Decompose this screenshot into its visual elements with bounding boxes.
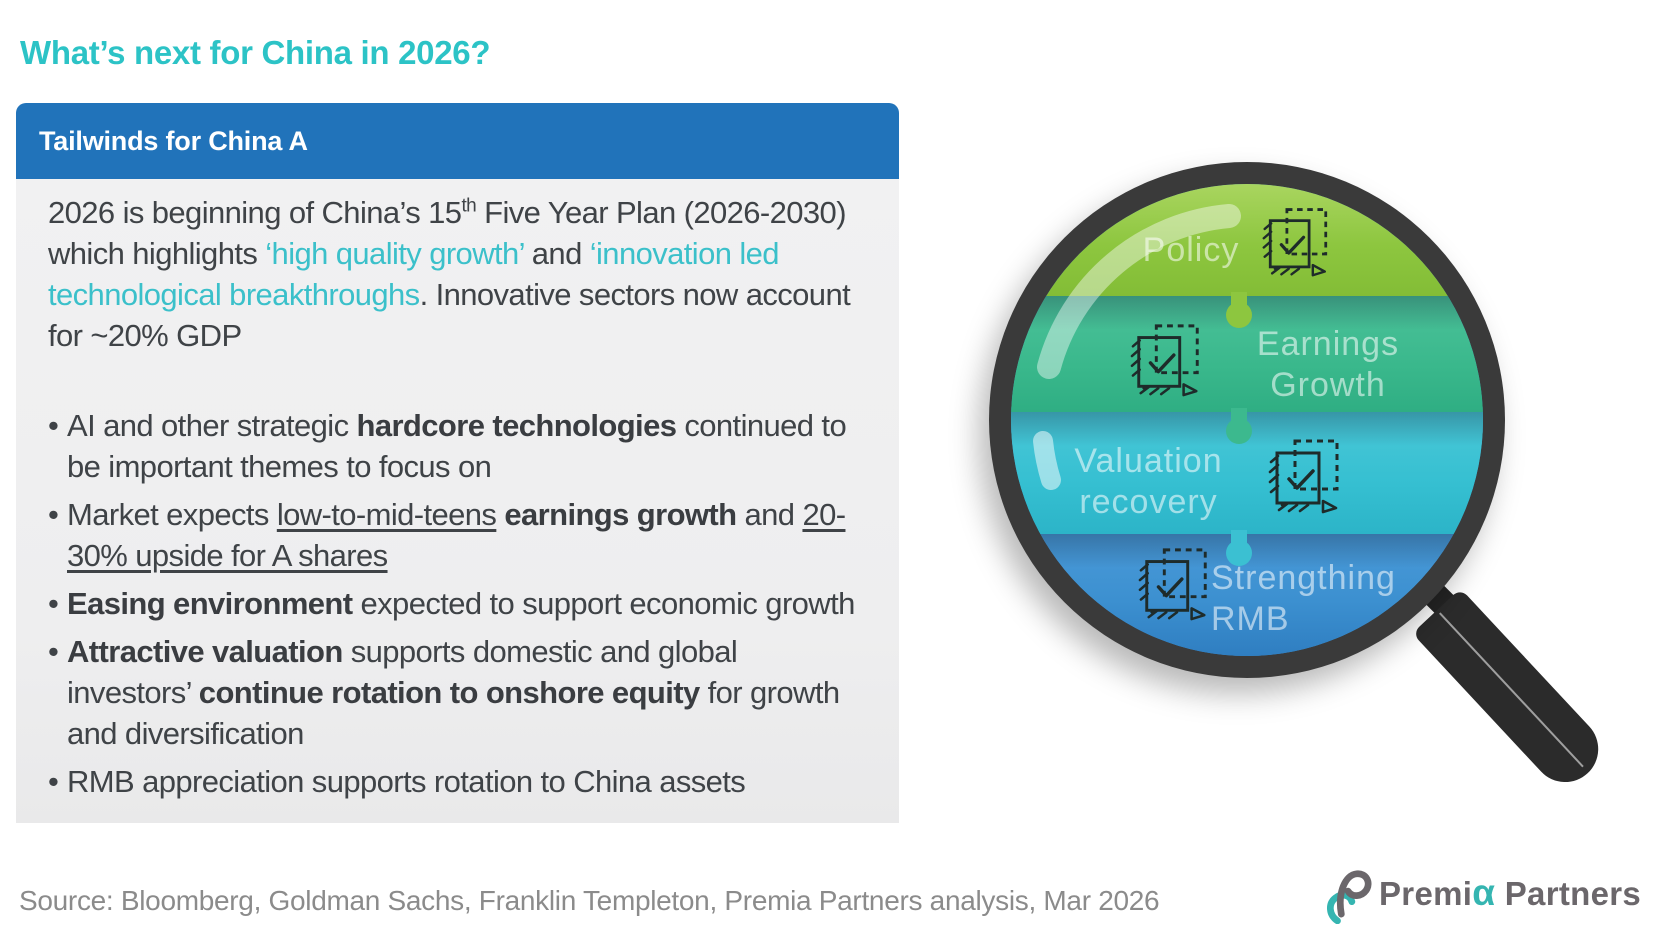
checklist-icon [1130, 324, 1199, 397]
text-segment: ‘high quality growth’ [265, 236, 524, 271]
text-segment: expected to support economic growth [352, 586, 856, 621]
text-segment: low-to-mid-teens [276, 497, 497, 532]
tailwinds-header-bar: Tailwinds for China A [16, 103, 899, 179]
band-label-earnings-growth: Earnings Growth [1256, 325, 1400, 404]
text-segment: 20-30% upside for A shares [67, 497, 846, 573]
puzzle-drip-icon [1226, 408, 1252, 444]
checklist-icon [1262, 208, 1328, 277]
logo-alpha-glyph: α [1472, 872, 1496, 913]
bullet-item: Easing environment expected to support e… [48, 583, 867, 624]
text-segment: continued to be important themes to focu… [67, 408, 847, 484]
band-label-valuation-recovery: Valuation recovery [1074, 442, 1223, 521]
intro-paragraph: 2026 is beginning of China’s 15th Five Y… [48, 192, 867, 356]
premia-logo-mark-icon [1327, 870, 1372, 924]
text-segment: and [523, 236, 590, 271]
premia-partners-logo: Premiα Partners [1325, 862, 1641, 924]
logo-text-pre: Premi [1379, 875, 1473, 912]
magnifier-lens: Policy Earnings Growth Valuation recover… [1011, 184, 1483, 656]
checklist-icon [1138, 548, 1207, 621]
text-segment: Market expects [67, 497, 277, 532]
tailwinds-bullet-list: AI and other strategic hardcore technolo… [48, 405, 867, 802]
puzzle-drip-icon [1226, 530, 1252, 566]
logo-text-post: Partners [1495, 875, 1642, 912]
magnifier-rim: Policy Earnings Growth Valuation recover… [989, 162, 1505, 678]
text-segment: Five Year Plan (2026-2030) which highlig… [48, 195, 847, 271]
text-segment: earnings growth [504, 497, 737, 532]
magnifier-graphic: Policy Earnings Growth Valuation recover… [985, 158, 1657, 858]
bullet-item: RMB appreciation supports rotation to Ch… [48, 761, 867, 802]
band-label-strengthing-rmb: Strengthing RMB [1211, 559, 1396, 638]
text-segment: and [736, 497, 803, 532]
source-attribution: Source: Bloomberg, Goldman Sachs, Frankl… [19, 885, 1160, 916]
text-segment: AI and other strategic [67, 408, 357, 443]
bullet-item: AI and other strategic hardcore technolo… [48, 405, 867, 487]
text-segment: . Innovative sectors now account for ~20… [48, 277, 851, 353]
text-segment: supports domestic and global investors’ [67, 634, 738, 710]
premia-logo-text: Premiα Partners [1379, 872, 1641, 914]
text-segment: th [461, 195, 477, 217]
text-segment: Attractive valuation [67, 634, 343, 669]
text-segment: 2026 is beginning of China’s 15 [48, 195, 462, 230]
text-segment: for growth and diversification [67, 675, 840, 751]
tailwinds-header-label: Tailwinds for China A [39, 125, 308, 156]
text-segment: Easing environment [67, 586, 353, 621]
text-segment: continue rotation to onshore equity [198, 675, 700, 710]
text-segment: RMB appreciation supports rotation to Ch… [67, 764, 746, 799]
text-segment: hardcore technologies [356, 408, 677, 443]
text-segment: ‘innovation led technological breakthrou… [48, 236, 780, 312]
tailwinds-panel: 2026 is beginning of China’s 15th Five Y… [16, 179, 899, 823]
bullet-item: Attractive valuation supports domestic a… [48, 631, 867, 754]
band-label-policy: Policy [1142, 231, 1240, 269]
puzzle-drip-icon [1226, 292, 1252, 328]
band-policy [1011, 184, 1483, 296]
checklist-icon [1268, 439, 1339, 514]
bullet-item: Market expects low-to-mid-teens earnings… [48, 494, 867, 576]
page-title: What’s next for China in 2026? [20, 34, 491, 72]
